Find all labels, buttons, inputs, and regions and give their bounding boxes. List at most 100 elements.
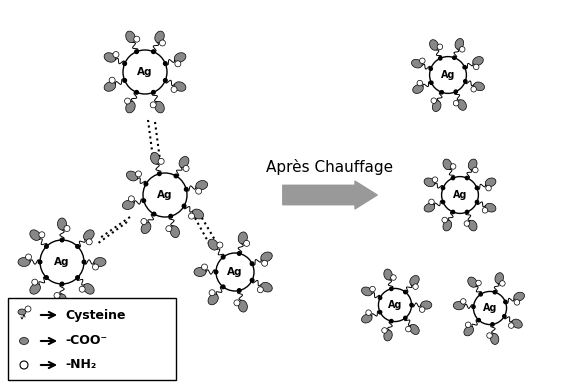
Circle shape (40, 240, 84, 284)
Circle shape (150, 102, 156, 108)
Circle shape (32, 279, 38, 285)
Ellipse shape (491, 333, 499, 345)
Circle shape (451, 164, 456, 169)
Circle shape (221, 255, 225, 259)
Ellipse shape (495, 273, 504, 284)
Circle shape (250, 262, 254, 265)
Circle shape (454, 90, 457, 94)
Ellipse shape (468, 277, 477, 287)
Circle shape (144, 182, 148, 186)
Circle shape (465, 176, 469, 180)
Circle shape (123, 50, 167, 94)
Circle shape (237, 252, 241, 255)
Circle shape (391, 275, 396, 280)
Circle shape (419, 307, 425, 312)
Circle shape (142, 199, 145, 203)
Circle shape (183, 166, 189, 171)
Ellipse shape (410, 275, 419, 286)
Text: Ag: Ag (157, 190, 173, 200)
Ellipse shape (468, 220, 477, 231)
Circle shape (504, 300, 507, 303)
Circle shape (514, 300, 520, 305)
Ellipse shape (430, 40, 439, 50)
Circle shape (141, 218, 147, 225)
Ellipse shape (170, 226, 179, 237)
Circle shape (182, 204, 186, 208)
Ellipse shape (384, 269, 392, 280)
Circle shape (404, 290, 407, 294)
Circle shape (152, 212, 156, 216)
Ellipse shape (238, 300, 247, 312)
Circle shape (417, 80, 423, 86)
Ellipse shape (155, 101, 164, 113)
Ellipse shape (468, 159, 477, 170)
Text: Ag: Ag (228, 267, 243, 277)
Circle shape (171, 87, 177, 92)
Ellipse shape (413, 85, 423, 94)
Circle shape (379, 296, 381, 300)
Circle shape (477, 319, 481, 322)
Circle shape (143, 173, 187, 217)
Circle shape (92, 264, 98, 270)
Text: Ag: Ag (453, 190, 467, 200)
Ellipse shape (58, 294, 66, 306)
Circle shape (135, 171, 142, 177)
Ellipse shape (238, 232, 247, 244)
Circle shape (164, 62, 167, 66)
Circle shape (216, 253, 254, 291)
Circle shape (250, 279, 254, 282)
Circle shape (185, 187, 188, 191)
Text: -COO⁻: -COO⁻ (65, 334, 107, 348)
Ellipse shape (18, 309, 26, 315)
Ellipse shape (261, 282, 272, 292)
Ellipse shape (84, 230, 94, 241)
Ellipse shape (512, 319, 522, 328)
Ellipse shape (174, 53, 186, 62)
Circle shape (86, 239, 92, 245)
Circle shape (419, 58, 425, 64)
Ellipse shape (424, 178, 435, 187)
Circle shape (508, 323, 514, 328)
Circle shape (39, 232, 45, 238)
Text: Ag: Ag (54, 257, 70, 267)
Text: Ag: Ag (137, 67, 153, 77)
Circle shape (79, 286, 85, 292)
Ellipse shape (362, 287, 372, 296)
Ellipse shape (30, 284, 40, 294)
Circle shape (209, 290, 215, 296)
Ellipse shape (410, 324, 419, 334)
Circle shape (113, 52, 119, 57)
Circle shape (25, 254, 32, 260)
Ellipse shape (384, 330, 392, 341)
Circle shape (389, 319, 393, 323)
Circle shape (217, 242, 223, 248)
Ellipse shape (485, 178, 496, 187)
Circle shape (471, 87, 477, 92)
Ellipse shape (194, 267, 206, 277)
Ellipse shape (362, 314, 372, 323)
Ellipse shape (464, 326, 474, 336)
Circle shape (261, 260, 268, 266)
Circle shape (475, 186, 479, 190)
Circle shape (473, 64, 479, 70)
Ellipse shape (151, 152, 160, 164)
Circle shape (437, 44, 443, 50)
Ellipse shape (514, 292, 525, 301)
Circle shape (164, 79, 167, 82)
Ellipse shape (443, 159, 452, 170)
Circle shape (258, 287, 263, 293)
Ellipse shape (455, 38, 464, 49)
Circle shape (442, 217, 447, 223)
Circle shape (441, 186, 445, 190)
Circle shape (503, 315, 506, 318)
Circle shape (25, 306, 31, 312)
Circle shape (379, 310, 381, 314)
Ellipse shape (424, 203, 435, 212)
Circle shape (487, 333, 492, 338)
Circle shape (125, 98, 131, 104)
Ellipse shape (473, 57, 483, 66)
Circle shape (430, 57, 466, 94)
Ellipse shape (104, 82, 115, 91)
Ellipse shape (179, 156, 189, 168)
Circle shape (123, 79, 126, 82)
